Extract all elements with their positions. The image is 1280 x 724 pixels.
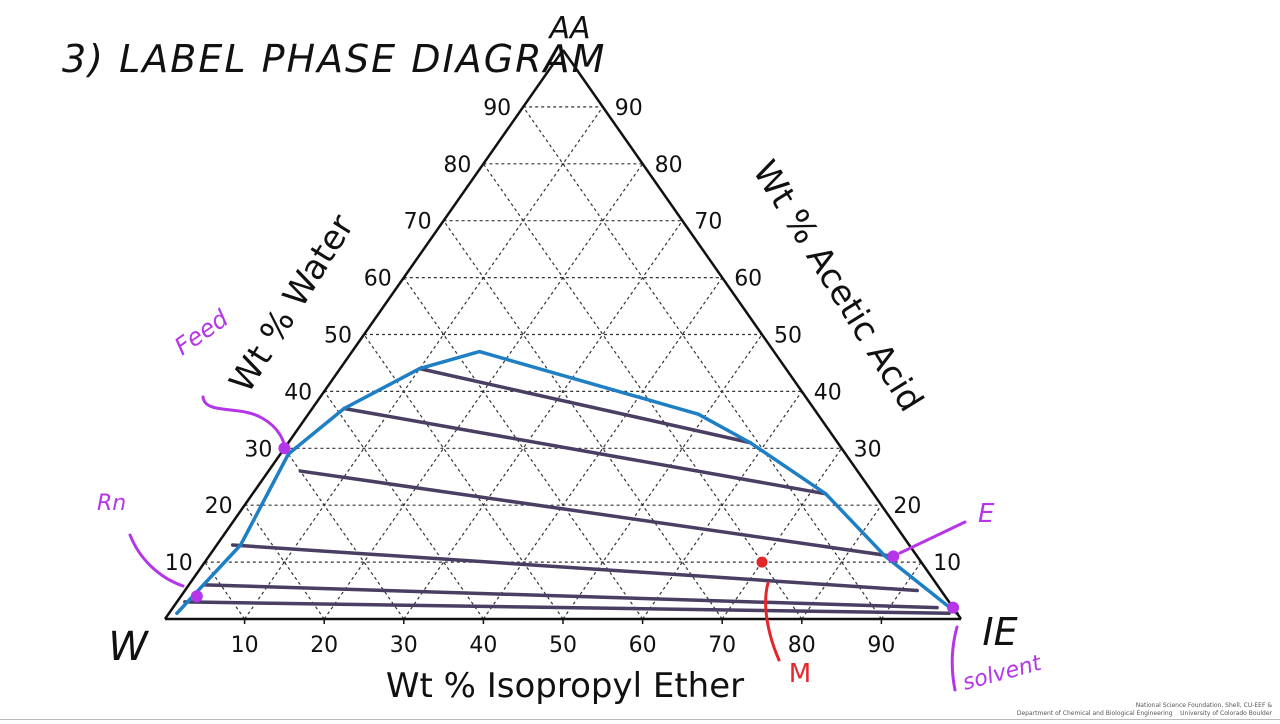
mixture-leader [764, 581, 781, 662]
annotation-feed: Feed [169, 304, 234, 361]
vertex-label-top: AA [547, 11, 590, 46]
bottom-axis-title: Wt % Isopropyl Ether [386, 666, 744, 706]
raffinate-leader [128, 533, 185, 588]
annotation-mixture: M [789, 659, 811, 689]
left-tick-label: 20 [205, 494, 233, 519]
left-tick-label: 40 [284, 380, 312, 405]
tie-line-6 [183, 600, 951, 616]
binodal-curve [175, 349, 959, 616]
right-tick-label: 50 [774, 324, 802, 349]
grid-line-ie-70 [721, 447, 843, 620]
tie-line-3 [298, 469, 896, 559]
tie-line-5 [203, 583, 939, 610]
bottom-tick-label: 80 [788, 633, 816, 658]
right-tick-label: 60 [734, 267, 762, 292]
left-axis-title: Wt % Water [222, 208, 363, 400]
slide-heading: 3) LABEL PHASE DIAGRAM [62, 37, 606, 81]
point-m [756, 556, 768, 568]
tie-lines [183, 366, 951, 616]
right-tick-label: 40 [814, 380, 842, 405]
tie-line-4 [230, 543, 919, 593]
left-tick-label: 80 [443, 153, 471, 178]
left-axis-line [163, 49, 565, 620]
grid-line-water-30 [443, 220, 723, 620]
annotation-solvent: solvent [960, 651, 1045, 696]
right-tick-label: 20 [893, 494, 921, 519]
grid-line-water-90 [204, 561, 246, 620]
left-tick-label: 60 [364, 267, 392, 292]
vertex-label-left: W [108, 624, 149, 670]
credits-line-1: National Science Foundation, Shell, CU-E… [1135, 702, 1272, 709]
bottom-tick-label: 50 [549, 633, 577, 658]
bottom-tick-label: 30 [390, 633, 418, 658]
grid-line-ie-60 [642, 391, 803, 620]
data-points [190, 442, 960, 614]
right-axis-line [561, 49, 963, 620]
annotation-extract: E [978, 499, 995, 529]
grid-lines [204, 106, 922, 620]
grid-line-water-60 [323, 391, 484, 620]
right-tick-label: 80 [655, 153, 683, 178]
point-solvent [947, 601, 960, 614]
left-tick-label: 70 [404, 210, 432, 235]
grid-line-water-10 [522, 106, 882, 620]
bottom-tick-label: 90 [867, 633, 895, 658]
grid-line-ie-50 [562, 334, 763, 620]
tie-line-1 [417, 366, 752, 445]
bottom-tick-label: 60 [629, 633, 657, 658]
grid-line-ie-80 [801, 504, 882, 620]
left-tick-label: 10 [165, 551, 193, 576]
point-rn [190, 590, 203, 603]
grid-line-water-70 [283, 447, 405, 620]
right-tick-label: 30 [854, 437, 882, 462]
right-tick-label: 70 [694, 210, 722, 235]
solvent-leader [950, 625, 959, 692]
right-tick-label: 90 [615, 96, 643, 121]
credits-university: University of Colorado Boulder [1180, 710, 1272, 717]
credits-footer: National Science Foundation, Shell, CU-E… [1017, 702, 1272, 718]
left-tick-label: 50 [324, 324, 352, 349]
left-tick-label: 30 [244, 437, 272, 462]
tick-labels: 10 20 30 40 50 60 70 80 90 90 80 70 60 50 40 30 20 10 10 20… [165, 96, 961, 658]
bottom-tick-label: 10 [231, 633, 259, 658]
right-tick-label: 10 [933, 551, 961, 576]
vertex-label-right: IE [982, 610, 1017, 654]
left-tick-label: 90 [483, 96, 511, 121]
bottom-tick-label: 70 [708, 633, 736, 658]
credits-line-2: Department of Chemical and Biological En… [1016, 710, 1173, 717]
tie-line-2 [342, 406, 828, 496]
bottom-tick-label: 40 [469, 633, 497, 658]
point-e [887, 550, 900, 563]
extract-leader [898, 520, 967, 555]
annotation-raffinate: Rn [97, 491, 126, 516]
binodal-curve-line [175, 349, 959, 616]
grid-line-ie-10 [244, 106, 604, 620]
grid-line-water-80 [244, 504, 325, 620]
bottom-tick-label: 20 [310, 633, 338, 658]
feed-leader [201, 395, 287, 450]
right-axis-title: Wt % Acetic Acid [744, 154, 930, 419]
